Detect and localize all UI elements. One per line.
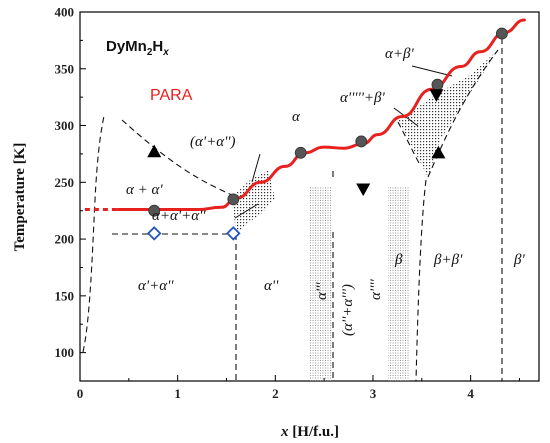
triangle-up-point [431,145,446,159]
x-tick-label-2: 2 [272,386,279,401]
triangle-up-point [147,144,162,158]
dashed-boundaries [82,38,503,382]
shaded-band-alpha-triple [310,187,332,382]
shaded-regions [232,50,498,382]
data-point [431,78,444,91]
x-tick-label-4: 4 [467,386,474,401]
compound-base: DyMn [106,38,147,55]
label-alpha-five-beta: α'''''+β' [340,90,386,106]
data-point [148,204,161,217]
compound-sub-x: x [162,47,169,58]
diamond-point [146,226,162,241]
x-tick-label-0: 0 [77,386,84,401]
label-beta-beta-prime: β+β' [433,252,463,268]
hatched-right-edge [427,49,499,178]
data-point [495,27,508,40]
y-tick-label-200: 200 [55,232,75,247]
label-alpha-paren: (α'+α'') [190,134,235,150]
plot-frame [79,11,540,382]
leader-alpha-beta [411,65,453,77]
label-alpha-triple: α''' [314,282,330,300]
label-alpha-alpha-prime: α + α' [126,182,163,198]
x-axis-symbol: x [280,424,289,440]
x-tick-label-1: 1 [174,386,181,401]
shaded-band-alpha-quad [388,187,410,382]
leader-alpha-paren [251,153,261,183]
triangle-down-point [356,183,371,197]
y-tick-label-250: 250 [55,175,75,190]
compound-h: H [152,38,163,55]
label-alpha-prime-double: α'+α'' [138,278,174,294]
x-axis-unit: [H/f.u.] [292,424,339,440]
beta-left-vertical [415,179,427,382]
para-label: PARA [150,87,193,104]
markers [146,27,508,241]
label-alpha: α [292,109,301,125]
y-axis-title: Temperature [K] [12,143,28,252]
y-tick-label-150: 150 [55,288,75,303]
x-axis-title: x [H/f.u.] [280,424,339,440]
label-alpha-sum-three: α+α'+α'' [152,208,206,224]
label-alpha-double: α'' [264,278,279,294]
data-point [294,146,307,159]
para-boundary [84,18,526,212]
label-alpha-beta-prime: α+β' [385,46,414,62]
para-boundary-solid [116,18,526,212]
hatched-region-left [232,170,275,234]
y-tick-label-100: 100 [55,345,75,360]
x-tick-label-3: 3 [370,386,377,401]
compound-sub-2: 2 [147,47,153,58]
leader-alpha-sum [234,203,259,219]
alpha-beta-inner [397,121,421,166]
annotation-leaders [234,65,453,219]
compound-label: DyMn2Hx [106,38,169,58]
axes: 0 1 2 3 4 100 150 200 250 300 350 400 [55,5,520,401]
y-tick-label-400: 400 [55,5,75,20]
data-point [227,193,240,206]
label-beta-prime: β' [513,252,525,268]
label-alpha-paren-vertical: (α''+α''') [340,284,356,336]
label-beta: β [394,252,403,268]
triangle-down-point [429,89,444,102]
region-labels: α + α' α+α'+α'' α'+α'' (α'+α'') α α'' α'… [126,46,525,336]
hatched-region-right [398,50,498,177]
label-alpha-quad: α'''' [368,279,384,300]
diamond-point [226,226,241,241]
left-edge-boundary [82,115,105,353]
data-point [355,135,368,148]
y-tick-label-300: 300 [55,118,75,133]
y-tick-label-350: 350 [55,61,75,76]
